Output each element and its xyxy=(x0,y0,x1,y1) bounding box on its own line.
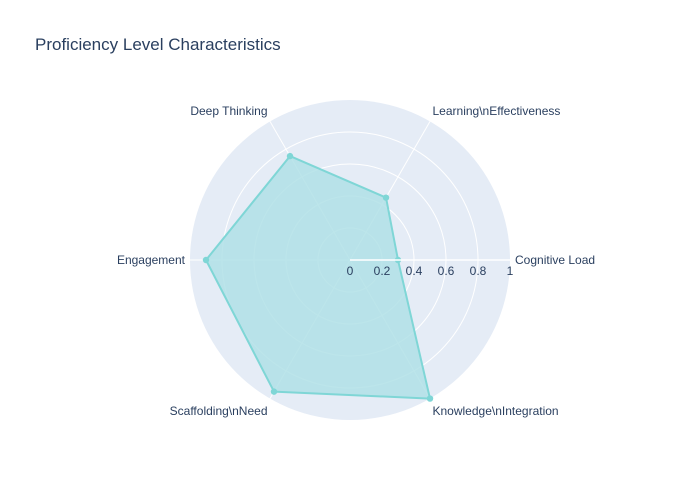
radial-tick-label: 0.2 xyxy=(374,264,391,278)
data-point xyxy=(382,194,390,201)
axis-label: Knowledge\nIntegration xyxy=(433,404,559,418)
axis-label: Scaffolding\nNeed xyxy=(170,404,268,418)
chart-title: Proficiency Level Characteristics xyxy=(35,35,281,54)
radial-tick-label: 0.4 xyxy=(406,264,423,278)
radial-tick-labels: 0 0.2 0.4 0.6 0.8 1 xyxy=(347,264,514,278)
data-point xyxy=(426,395,434,402)
radial-tick-label: 1 xyxy=(507,264,514,278)
data-point xyxy=(202,256,210,264)
radial-tick-label: 0.6 xyxy=(438,264,455,278)
axis-label: Learning\nEffectiveness xyxy=(433,104,561,118)
axis-label: Cognitive Load xyxy=(515,253,595,267)
data-point xyxy=(270,388,278,395)
axis-label: Engagement xyxy=(117,253,186,267)
radial-tick-label: 0.8 xyxy=(470,264,487,278)
axis-label: Deep Thinking xyxy=(190,104,267,118)
axis-labels: Cognitive Load Learning\nEffectiveness Dee… xyxy=(117,104,595,418)
radial-tick-label: 0 xyxy=(347,264,354,278)
data-point xyxy=(286,152,294,160)
series-points xyxy=(202,152,434,402)
